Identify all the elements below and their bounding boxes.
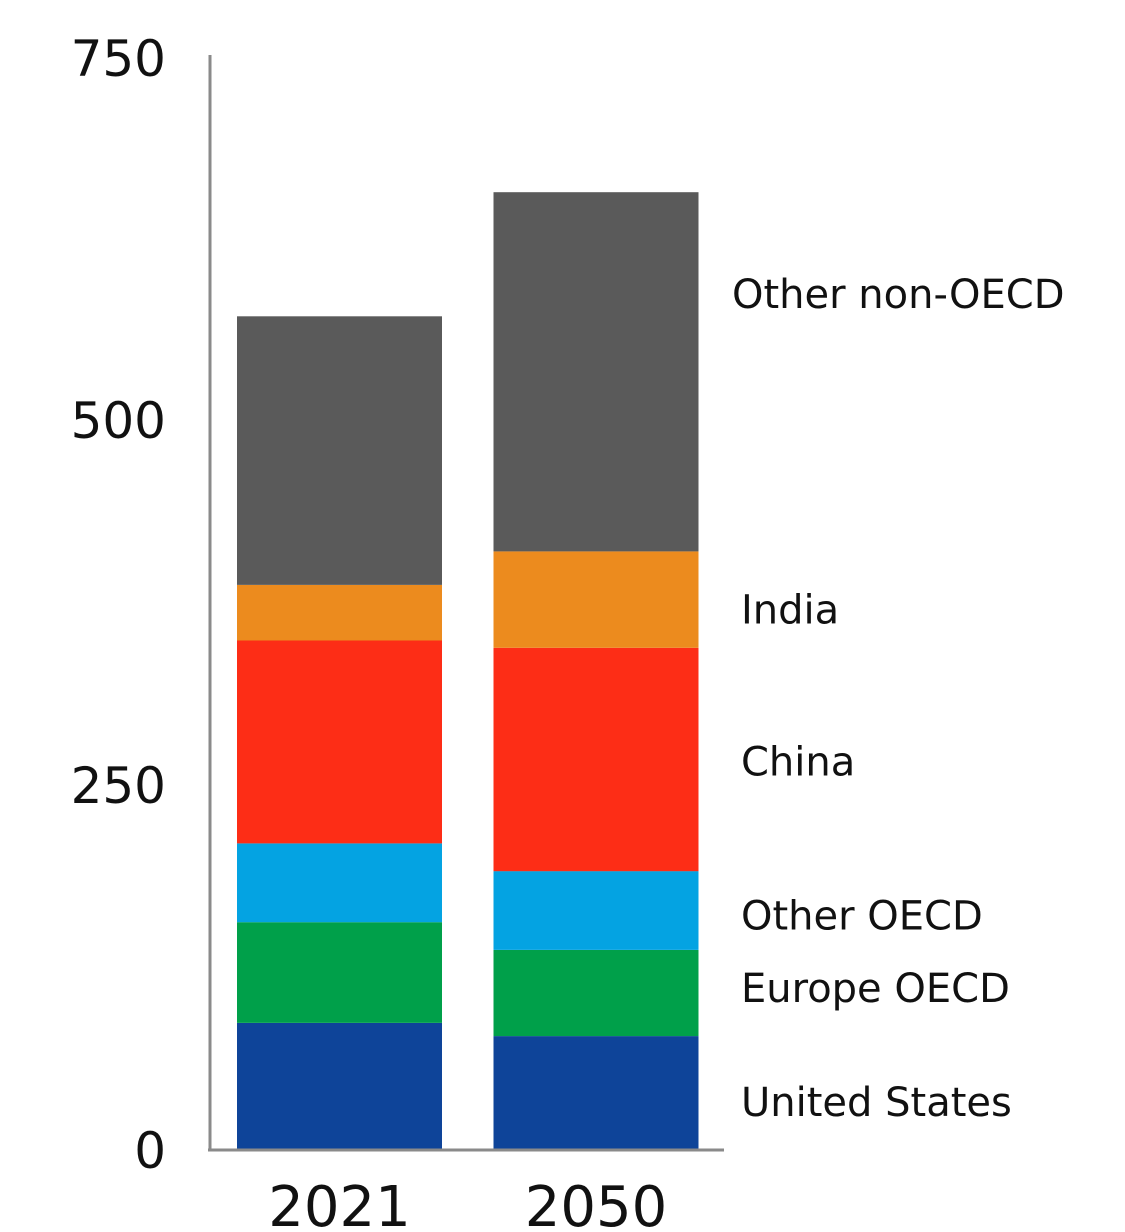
bar-segment-india-2021 (237, 585, 442, 641)
bar-segment-other-oecd-2021 (237, 843, 442, 923)
bar-segment-china-2021 (237, 640, 442, 844)
bar-segment-india-2050 (493, 551, 699, 648)
y-axis-ticks: 0 250 500 750 (71, 30, 166, 1180)
bar-segment-united-states-2021 (237, 1023, 442, 1150)
series-label-other-oecd: Other OECD (741, 894, 983, 940)
bar-segment-other-non-oecd-2050 (493, 192, 699, 552)
bar-segment-europe-oecd-2021 (237, 922, 442, 1023)
y-tick-label-250: 250 (71, 757, 166, 815)
y-tick-label-500: 500 (71, 392, 166, 450)
x-tick-label-2050: 2050 (525, 1175, 668, 1232)
series-label-europe-oecd: Europe OECD (741, 966, 1010, 1012)
series-label-china: China (741, 740, 855, 786)
y-tick-label-750: 750 (71, 30, 166, 88)
bar-segment-united-states-2050 (493, 1036, 699, 1150)
y-tick-label-0: 0 (134, 1122, 166, 1180)
series-label-other-non-oecd: Other non-OECD (732, 272, 1065, 318)
bars-group (237, 192, 699, 1150)
bar-segment-europe-oecd-2050 (493, 950, 699, 1037)
series-labels: United States Europe OECD Other OECD China I… (732, 272, 1065, 1126)
bar-segment-other-oecd-2050 (493, 871, 699, 950)
bar-segment-china-2050 (493, 647, 699, 872)
bar-segment-other-non-oecd-2021 (237, 316, 442, 585)
series-label-united-states: United States (741, 1080, 1012, 1126)
x-axis-ticks: 2021 2050 (268, 1175, 667, 1232)
x-tick-label-2021: 2021 (268, 1175, 411, 1232)
series-label-india: India (741, 588, 839, 634)
